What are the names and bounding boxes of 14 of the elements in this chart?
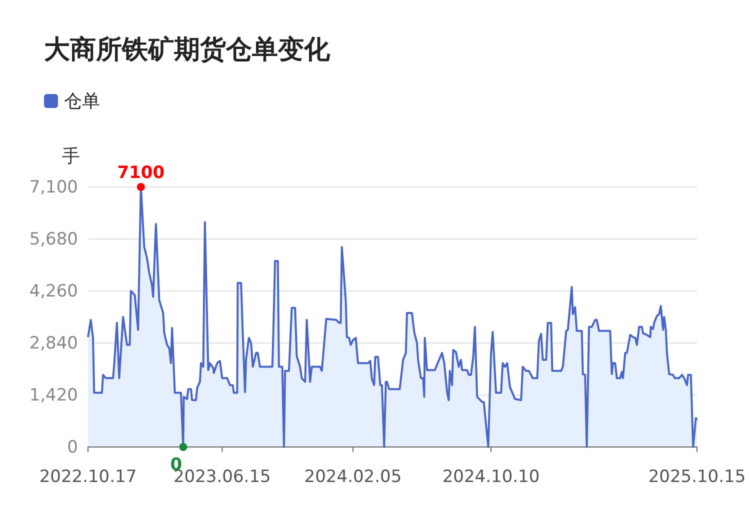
y-tick-label: 2,840 [29,333,78,354]
x-tick-label: 2024.02.05 [304,467,402,488]
chart-title: 大商所铁矿期货仓单变化 [44,35,331,65]
y-tick-label: 0 [67,437,78,458]
annotation: 7100 [117,163,165,183]
x-tick-label: 2022.10.17 [39,467,137,488]
y-tick-label: 7,100 [29,177,78,198]
y-tick-label: 1,420 [29,385,78,406]
legend-label: 仓单 [64,91,100,112]
y-axis-title: 手 [62,146,80,167]
x-tick-label: 2024.10.10 [442,467,540,488]
x-tick-label: 2025.10.15 [648,467,746,488]
y-tick-label: 5,680 [29,229,78,250]
y-tick-label: 4,260 [29,281,78,302]
